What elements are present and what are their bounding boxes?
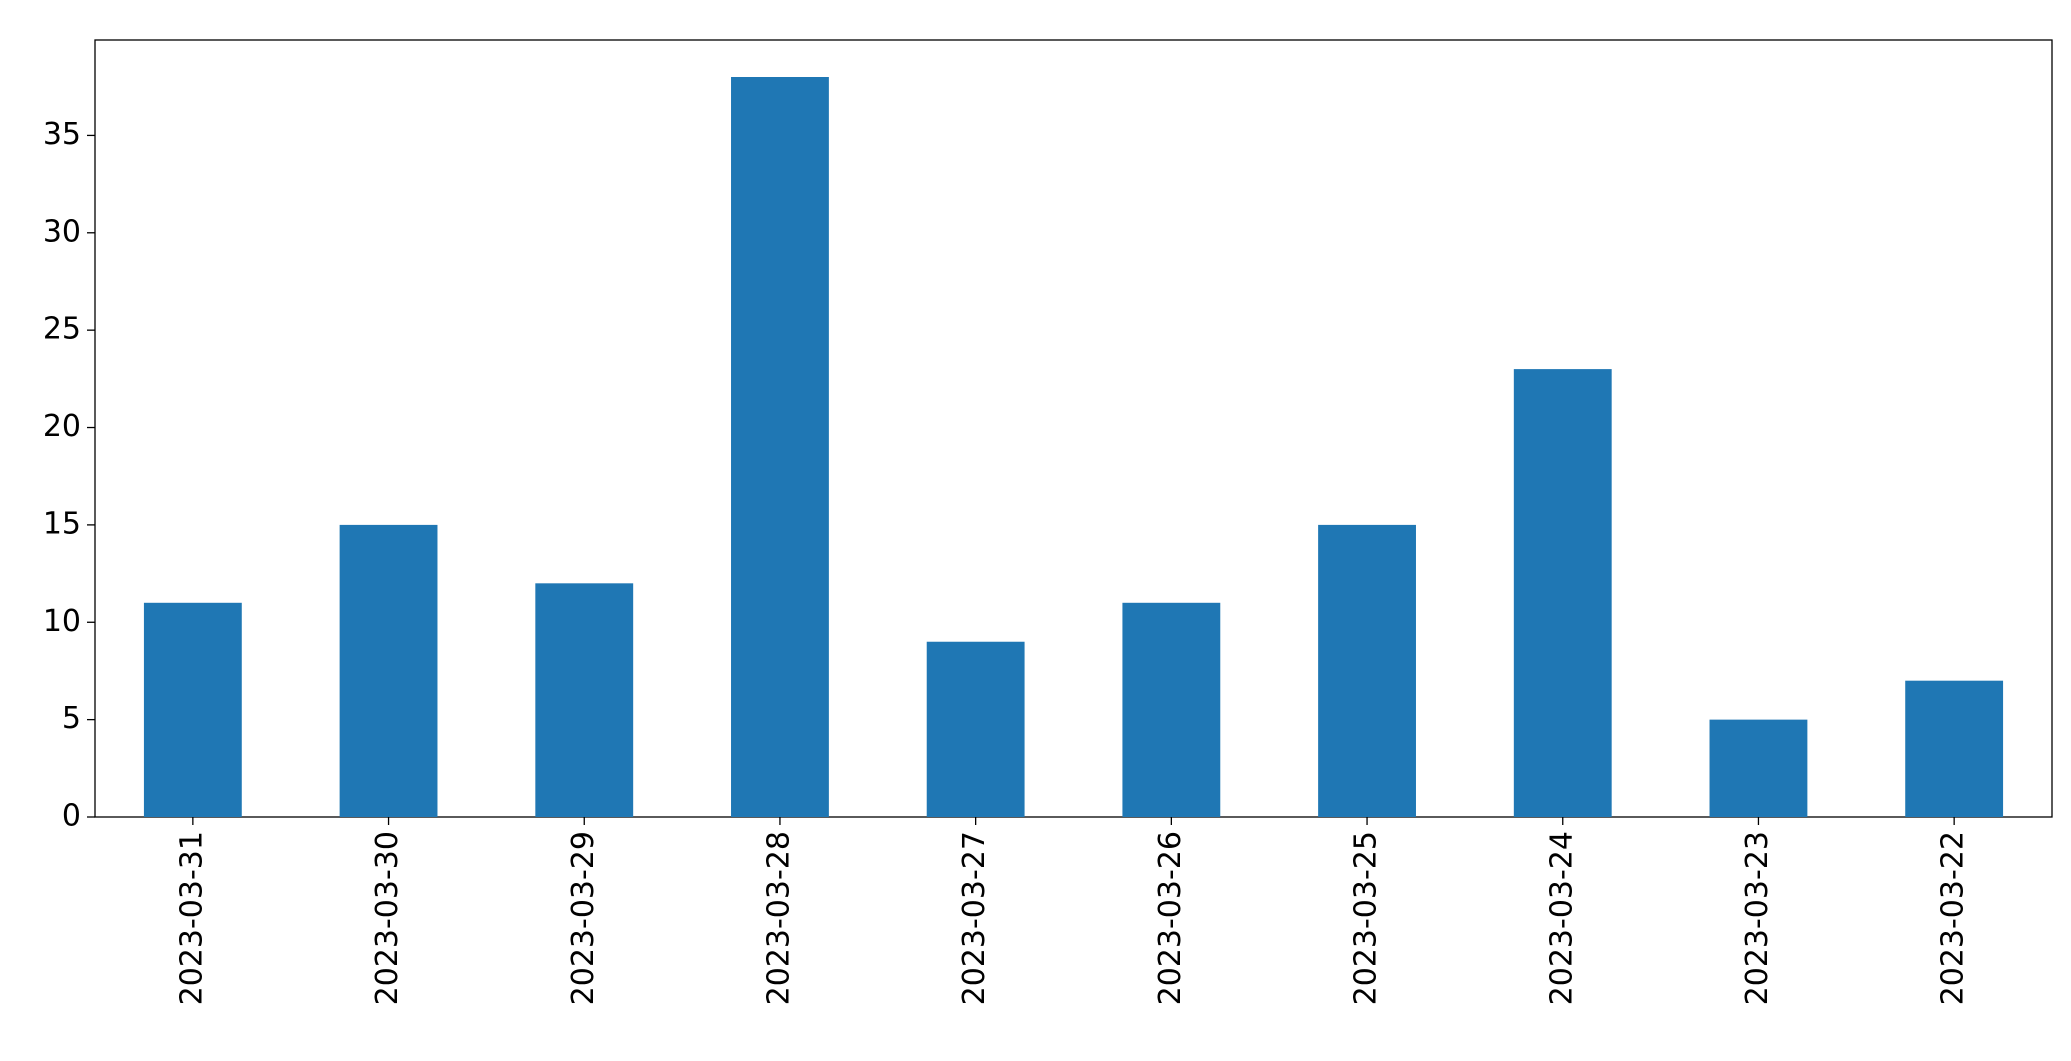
bar [339,524,438,817]
y-tick-label: 15 [43,506,81,541]
y-tick-label: 0 [62,799,81,834]
y-tick-label: 5 [62,701,81,736]
bar [731,77,829,817]
x-tick-label: 2023-03-24 [1544,831,1579,1005]
x-tick-label: 2023-03-29 [566,831,601,1005]
x-tick-label: 2023-03-22 [1936,831,1971,1005]
bar [143,602,242,817]
x-tick-label: 2023-03-25 [1349,831,1384,1005]
plot-frame [94,39,2053,818]
x-tick-label: 2023-03-23 [1740,831,1775,1005]
bar [1122,602,1221,817]
y-tick-label: 25 [43,312,81,347]
bar [1905,680,2004,817]
x-tick-label: 2023-03-26 [1153,831,1188,1005]
x-tick-label: 2023-03-27 [957,831,992,1005]
y-tick-label: 30 [43,214,81,249]
bar [1709,719,1808,817]
bar [1513,369,1612,817]
bar [535,583,634,817]
x-tick-label: 2023-03-28 [761,831,796,1005]
x-tick-label: 2023-03-30 [370,831,405,1005]
bar [1318,524,1416,817]
bar [926,641,1025,817]
y-tick-label: 10 [43,604,81,639]
y-tick-label: 35 [43,117,81,152]
y-tick-label: 20 [43,409,81,444]
x-tick-label: 2023-03-31 [174,831,209,1005]
